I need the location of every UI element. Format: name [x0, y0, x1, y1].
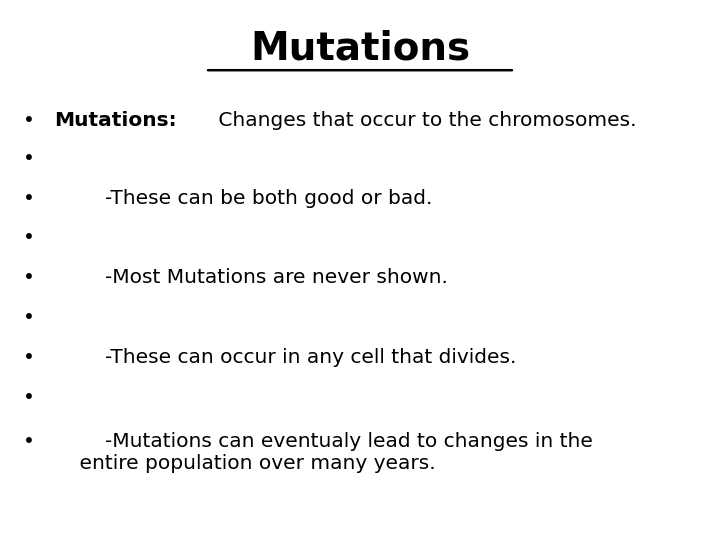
Text: •: •	[23, 228, 35, 247]
Text: Mutations:: Mutations:	[54, 111, 176, 130]
Text: •: •	[23, 308, 35, 327]
Text: -Most Mutations are never shown.: -Most Mutations are never shown.	[54, 268, 448, 287]
Text: •: •	[23, 432, 35, 451]
Text: •: •	[23, 348, 35, 367]
Text: -These can be both good or bad.: -These can be both good or bad.	[54, 189, 433, 208]
Text: •: •	[23, 148, 35, 167]
Text: •: •	[23, 111, 35, 130]
Text: •: •	[23, 388, 35, 407]
Text: •: •	[23, 189, 35, 208]
Text: Changes that occur to the chromosomes.: Changes that occur to the chromosomes.	[212, 111, 636, 130]
Text: -Mutations can eventualy lead to changes in the
    entire population over many : -Mutations can eventualy lead to changes…	[54, 432, 593, 473]
Text: -These can occur in any cell that divides.: -These can occur in any cell that divide…	[54, 348, 516, 367]
Text: Mutations: Mutations	[250, 30, 470, 68]
Text: •: •	[23, 268, 35, 287]
